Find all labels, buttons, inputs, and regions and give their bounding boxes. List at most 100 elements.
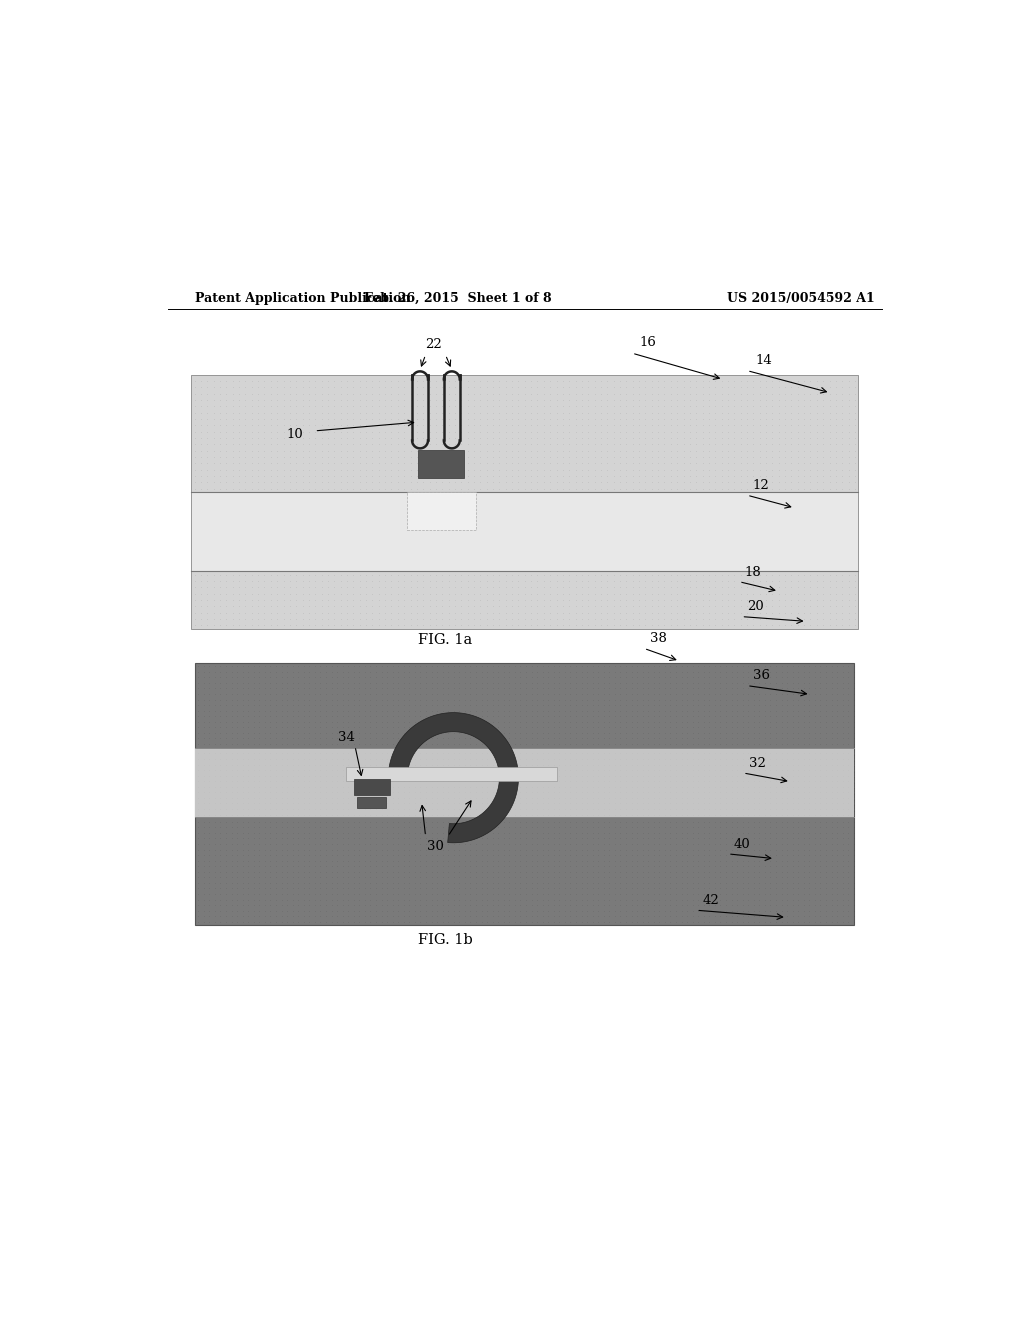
Point	[835, 777, 851, 799]
Point	[823, 833, 840, 854]
Point	[510, 615, 526, 636]
Point	[617, 694, 634, 715]
Point	[796, 396, 812, 417]
Point	[452, 850, 468, 871]
Point	[668, 700, 684, 721]
Point	[807, 867, 823, 888]
Point	[612, 799, 629, 820]
Point	[269, 595, 286, 616]
Point	[828, 771, 845, 792]
Point	[752, 759, 768, 780]
Point	[357, 466, 374, 487]
Point	[596, 684, 612, 705]
Point	[596, 755, 612, 776]
Point	[356, 776, 373, 797]
Point	[434, 577, 451, 598]
Point	[279, 706, 295, 727]
Point	[368, 867, 384, 888]
Point	[307, 577, 324, 598]
Point	[674, 878, 690, 899]
Point	[384, 661, 400, 682]
Point	[207, 883, 223, 904]
Point	[368, 700, 384, 721]
Point	[446, 595, 463, 616]
Point	[663, 408, 679, 429]
Point	[501, 812, 517, 833]
Point	[617, 783, 634, 804]
Point	[468, 789, 484, 810]
Point	[229, 767, 246, 788]
Point	[257, 754, 273, 775]
Point	[551, 845, 567, 866]
Point	[466, 371, 482, 392]
Point	[714, 459, 730, 480]
Point	[585, 906, 601, 927]
Point	[684, 788, 700, 809]
Point	[290, 900, 306, 921]
Point	[212, 466, 228, 487]
Point	[729, 762, 745, 783]
Point	[490, 855, 507, 876]
Point	[562, 895, 579, 916]
Point	[504, 466, 520, 487]
Point	[479, 759, 496, 780]
Point	[734, 788, 751, 809]
Point	[684, 771, 700, 792]
Point	[790, 776, 806, 797]
Point	[713, 777, 729, 799]
Point	[612, 867, 629, 888]
Point	[285, 678, 301, 700]
Point	[745, 459, 762, 480]
Point	[317, 850, 334, 871]
Point	[729, 734, 745, 755]
Point	[729, 812, 745, 833]
Point	[540, 661, 556, 682]
Point	[371, 473, 387, 494]
Point	[707, 855, 723, 876]
Point	[365, 434, 381, 455]
Point	[468, 900, 484, 921]
Point	[434, 799, 451, 820]
Point	[345, 755, 361, 776]
Point	[773, 828, 790, 849]
Point	[374, 883, 390, 904]
Point	[573, 883, 590, 904]
Point	[307, 799, 324, 820]
Point	[234, 750, 251, 771]
Point	[573, 817, 590, 838]
Point	[590, 878, 606, 899]
Point	[240, 817, 256, 838]
Point	[282, 583, 298, 605]
Point	[423, 817, 439, 838]
Point	[783, 389, 800, 411]
Point	[307, 711, 324, 733]
Point	[562, 867, 579, 888]
Point	[307, 446, 324, 467]
Point	[523, 717, 540, 738]
Point	[718, 672, 734, 693]
Point	[745, 466, 762, 487]
Point	[801, 828, 817, 849]
Point	[629, 822, 645, 843]
Point	[567, 828, 584, 849]
Point	[212, 689, 228, 710]
Point	[656, 583, 673, 605]
Point	[546, 734, 562, 755]
Point	[745, 906, 762, 927]
Point	[452, 744, 468, 766]
Point	[301, 700, 317, 721]
Point	[745, 840, 762, 861]
Point	[383, 577, 399, 598]
Point	[701, 817, 718, 838]
Point	[196, 689, 212, 710]
Point	[542, 602, 558, 623]
Point	[296, 767, 312, 788]
Point	[523, 748, 540, 770]
Point	[401, 781, 418, 803]
Point	[329, 734, 345, 755]
Point	[679, 850, 695, 871]
Point	[757, 667, 773, 688]
Point	[807, 799, 823, 820]
Point	[601, 743, 617, 764]
Point	[273, 845, 290, 866]
